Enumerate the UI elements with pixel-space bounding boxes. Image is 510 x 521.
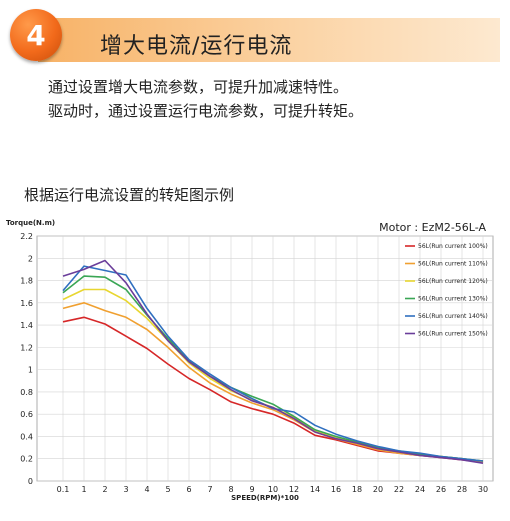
chart-heading: 根据运行电流设置的转矩图示例 <box>24 186 235 204</box>
x-tick-label: 26 <box>436 485 446 494</box>
plot-area <box>36 235 494 482</box>
motor-model-label: Motor : EzM2-56L-A <box>379 221 486 234</box>
legend-entry: 56L(Run current 150%) <box>418 331 488 338</box>
x-tick-label: 4 <box>144 485 149 494</box>
page-title: 增大电流/运行电流 <box>100 34 293 59</box>
series-lines <box>62 259 484 464</box>
section-number-badge: 4 <box>10 9 62 61</box>
y-tick-label: 0.8 <box>20 388 33 397</box>
y-axis-ticks: 0 0.2 0.4 0.6 0.8 1 1.2 1.4 1.6 1.8 2 2.2 <box>20 232 33 486</box>
legend-entry: 56L(Run current 140%) <box>418 313 488 320</box>
y-tick-label: 1.6 <box>20 299 33 308</box>
x-axis-ticks: 0.1 1 2 3 4 5 6 7 8 9 10 12 14 16 18 20 22 24 26 28 30 <box>57 485 488 494</box>
x-tick-label: 20 <box>373 485 383 494</box>
y-axis-label: Torque(N.m) <box>6 219 55 227</box>
x-tick-label: 14 <box>310 485 320 494</box>
y-tick-label: 0.4 <box>20 432 33 441</box>
x-tick-label: 24 <box>415 485 425 494</box>
description-line-2: 驱动时，通过设置运行电流参数，可提升转矩。 <box>48 102 364 120</box>
x-tick-label: 8 <box>228 485 233 494</box>
x-tick-label: 9 <box>249 485 254 494</box>
legend-entry: 56L(Run current 110%) <box>418 261 488 268</box>
y-tick-label: 2 <box>28 254 33 263</box>
x-tick-label: 6 <box>186 485 191 494</box>
y-tick-label: 0.2 <box>20 455 33 464</box>
y-tick-label: 0 <box>28 477 33 486</box>
x-tick-label: 28 <box>457 485 467 494</box>
legend-entry: 56L(Run current 120%) <box>418 278 488 285</box>
x-tick-label: 10 <box>268 485 278 494</box>
y-tick-label: 1.2 <box>20 343 33 352</box>
x-tick-label: 5 <box>165 485 170 494</box>
x-tick-label: 22 <box>394 485 404 494</box>
y-tick-label: 2.2 <box>20 232 33 241</box>
y-tick-label: 0.6 <box>20 410 33 419</box>
x-tick-label: 0.1 <box>57 485 70 494</box>
x-tick-label: 7 <box>207 485 212 494</box>
description-line-1: 通过设置增大电流参数，可提升加减速特性。 <box>48 78 349 96</box>
header-bar <box>38 18 500 62</box>
series-line-6 <box>62 259 484 464</box>
x-tick-label: 2 <box>102 485 107 494</box>
x-tick-label: 3 <box>123 485 128 494</box>
x-tick-label: 30 <box>478 485 488 494</box>
x-axis-label: SPEED(RPM)*100 <box>231 494 299 502</box>
y-tick-label: 1.8 <box>20 277 33 286</box>
x-tick-label: 1 <box>81 485 86 494</box>
x-tick-label: 16 <box>331 485 341 494</box>
y-tick-label: 1.4 <box>20 321 33 330</box>
legend-entry: 56L(Run current 100%) <box>418 243 488 250</box>
legend: 56L(Run current 100%) 56L(Run current 110… <box>405 243 488 338</box>
y-tick-label: 1 <box>28 366 33 375</box>
x-tick-label: 12 <box>289 485 299 494</box>
x-tick-label: 18 <box>352 485 362 494</box>
series-line-5 <box>62 265 484 462</box>
legend-entry: 56L(Run current 130%) <box>418 296 488 303</box>
